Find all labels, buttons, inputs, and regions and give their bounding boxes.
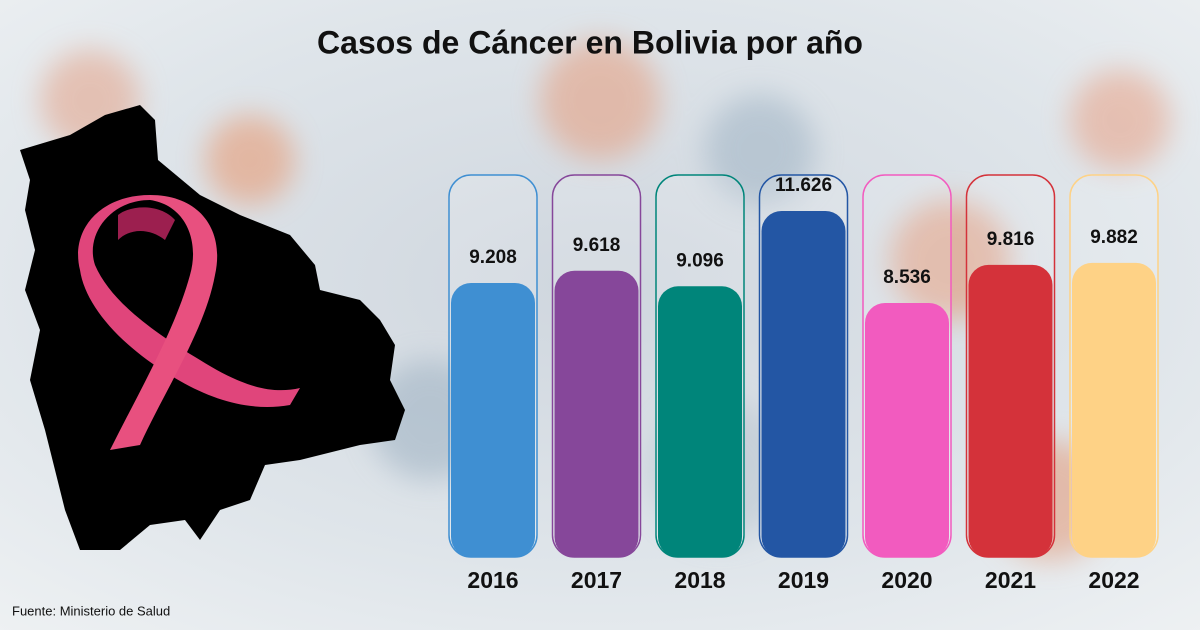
bar — [761, 211, 846, 557]
bar — [451, 282, 535, 557]
ribbon — [78, 195, 300, 450]
bar — [658, 286, 742, 557]
x-tick-label: 2018 — [674, 567, 725, 593]
bar — [968, 264, 1053, 557]
bar — [554, 270, 639, 557]
x-tick-label: 2017 — [571, 567, 622, 593]
value-label: 9.096 — [676, 250, 724, 271]
bar — [865, 302, 949, 557]
x-tick-label: 2019 — [778, 567, 829, 593]
value-label: 9.816 — [987, 229, 1035, 250]
x-tick-label: 2020 — [881, 567, 932, 593]
x-tick-label: 2021 — [985, 567, 1036, 593]
value-label: 11.626 — [775, 175, 832, 196]
value-label: 9.618 — [573, 235, 621, 256]
value-label: 8.536 — [883, 267, 931, 288]
value-label: 9.208 — [469, 247, 517, 268]
x-tick-label: 2016 — [467, 567, 518, 593]
x-tick-label: 2022 — [1088, 567, 1139, 593]
bar — [1072, 262, 1156, 557]
chart-title: Casos de Cáncer en Bolivia por año — [317, 24, 863, 60]
value-label: 9.882 — [1090, 227, 1138, 248]
source-note: Fuente: Ministerio de Salud — [12, 603, 170, 618]
